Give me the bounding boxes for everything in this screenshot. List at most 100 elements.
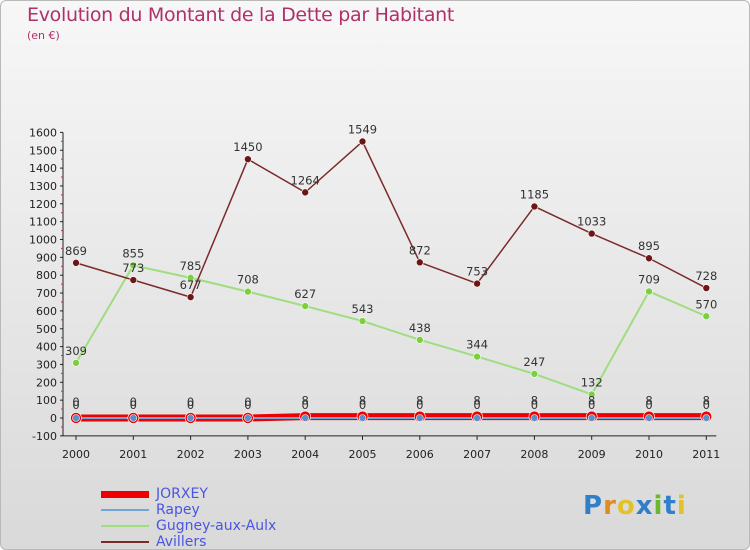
data-label: 753 [466, 265, 488, 279]
data-label: 0 [416, 398, 423, 412]
y-tick-label: 400 [36, 341, 57, 354]
data-point-gugney-aux-aulx [702, 312, 711, 321]
data-label: 0 [72, 398, 79, 412]
data-point-rapey [244, 414, 252, 422]
data-label: 0 [130, 398, 137, 412]
data-label: 8 [359, 394, 366, 408]
data-label: 0 [130, 395, 137, 409]
x-tick-label: 2002 [177, 448, 205, 461]
data-point-avillers [186, 293, 195, 301]
logo-letter: x [635, 491, 654, 521]
legend-label: Rapey [156, 502, 200, 518]
data-point-rapey [645, 414, 653, 422]
logo-letter: t [663, 491, 677, 521]
data-label: 1450 [233, 140, 262, 154]
data-label: 0 [244, 395, 251, 409]
y-tick-label: 800 [36, 269, 57, 282]
data-label: 8 [703, 394, 710, 408]
data-label: 709 [638, 272, 660, 286]
data-point-gugney-aux-aulx [645, 287, 653, 296]
x-tick-label: 2010 [635, 448, 663, 461]
data-point-gugney-aux-aulx [72, 359, 80, 367]
x-tick-label: 2001 [119, 448, 147, 461]
data-label: 0 [473, 398, 480, 412]
data-point-gugney-aux-aulx [415, 336, 424, 344]
data-label: 8 [588, 394, 595, 408]
logo-letter: o [616, 491, 636, 521]
y-tick-label: 1600 [29, 126, 57, 139]
data-point-avillers [473, 279, 481, 288]
legend-swatch [101, 490, 149, 498]
data-point-avillers [72, 259, 80, 267]
data-point-avillers [645, 254, 653, 263]
x-tick-label: 2000 [62, 448, 90, 461]
y-tick-label: 200 [36, 376, 57, 389]
data-label: 0 [588, 398, 595, 412]
chart-title: Evolution du Montant de la Dette par Hab… [27, 4, 455, 26]
legend-item: JORXEY [101, 486, 276, 502]
data-label: 0 [645, 398, 652, 412]
data-label: 1033 [577, 215, 606, 229]
y-tick-label: 1200 [29, 198, 57, 211]
data-point-gugney-aux-aulx [244, 287, 252, 296]
data-label: 872 [409, 243, 431, 257]
logo-letter: i [653, 491, 664, 521]
legend-label: JORXEY [156, 486, 208, 502]
y-tick-label: 1400 [29, 162, 57, 175]
y-tick-label: 100 [36, 394, 57, 407]
data-point-rapey [358, 414, 367, 422]
data-point-rapey [415, 414, 424, 422]
data-point-rapey [72, 414, 80, 422]
y-tick-label: 1500 [29, 144, 57, 157]
data-point-avillers [415, 258, 424, 267]
x-tick-label: 2008 [520, 448, 548, 461]
data-label: 728 [695, 269, 717, 283]
data-point-avillers [358, 137, 367, 146]
data-label: 309 [65, 344, 87, 358]
legend-swatch [101, 509, 149, 511]
data-label: 1549 [348, 123, 377, 137]
data-point-rapey [587, 414, 596, 422]
data-point-gugney-aux-aulx [129, 261, 138, 270]
data-label: 773 [122, 261, 144, 275]
data-label: 247 [523, 355, 545, 369]
data-label: 8 [531, 394, 538, 408]
data-label: 0 [187, 398, 194, 412]
data-point-rapey [301, 414, 310, 422]
data-label: 344 [466, 338, 488, 352]
data-point-avillers [702, 284, 711, 292]
data-label: 627 [294, 287, 316, 301]
legend-swatch [101, 525, 149, 527]
legend-item: Avillers [101, 534, 276, 550]
legend-label: Avillers [156, 534, 207, 550]
data-point-gugney-aux-aulx [587, 390, 596, 399]
data-point-avillers [587, 229, 596, 238]
legend-label: Gugney-aux-Aulx [156, 518, 277, 534]
x-tick-label: 2006 [406, 448, 434, 461]
data-label: 570 [695, 297, 717, 311]
data-label: 0 [531, 398, 538, 412]
logo-letter: i [676, 491, 687, 521]
x-tick-label: 2005 [349, 448, 377, 461]
data-point-rapey [473, 414, 481, 422]
data-point-rapey [186, 414, 195, 422]
chart-subtitle: (en €) [27, 29, 60, 42]
series-line-gugney-aux-aulx [75, 264, 707, 396]
legend-swatch [101, 541, 149, 543]
data-label: 8 [416, 394, 423, 408]
data-point-avillers [530, 202, 539, 211]
x-tick-label: 2009 [578, 448, 606, 461]
data-point-avillers [301, 188, 310, 197]
y-tick-label: 1300 [29, 180, 57, 193]
x-tick-label: 2011 [692, 448, 720, 461]
data-label: 0 [72, 395, 79, 409]
y-tick-label: 600 [36, 305, 57, 318]
data-label: 895 [638, 239, 660, 253]
y-tick-label: -100 [32, 430, 57, 443]
legend-item: Rapey [101, 502, 276, 518]
data-label: 8 [645, 394, 652, 408]
data-label: 0 [187, 395, 194, 409]
data-point-rapey [129, 414, 138, 422]
